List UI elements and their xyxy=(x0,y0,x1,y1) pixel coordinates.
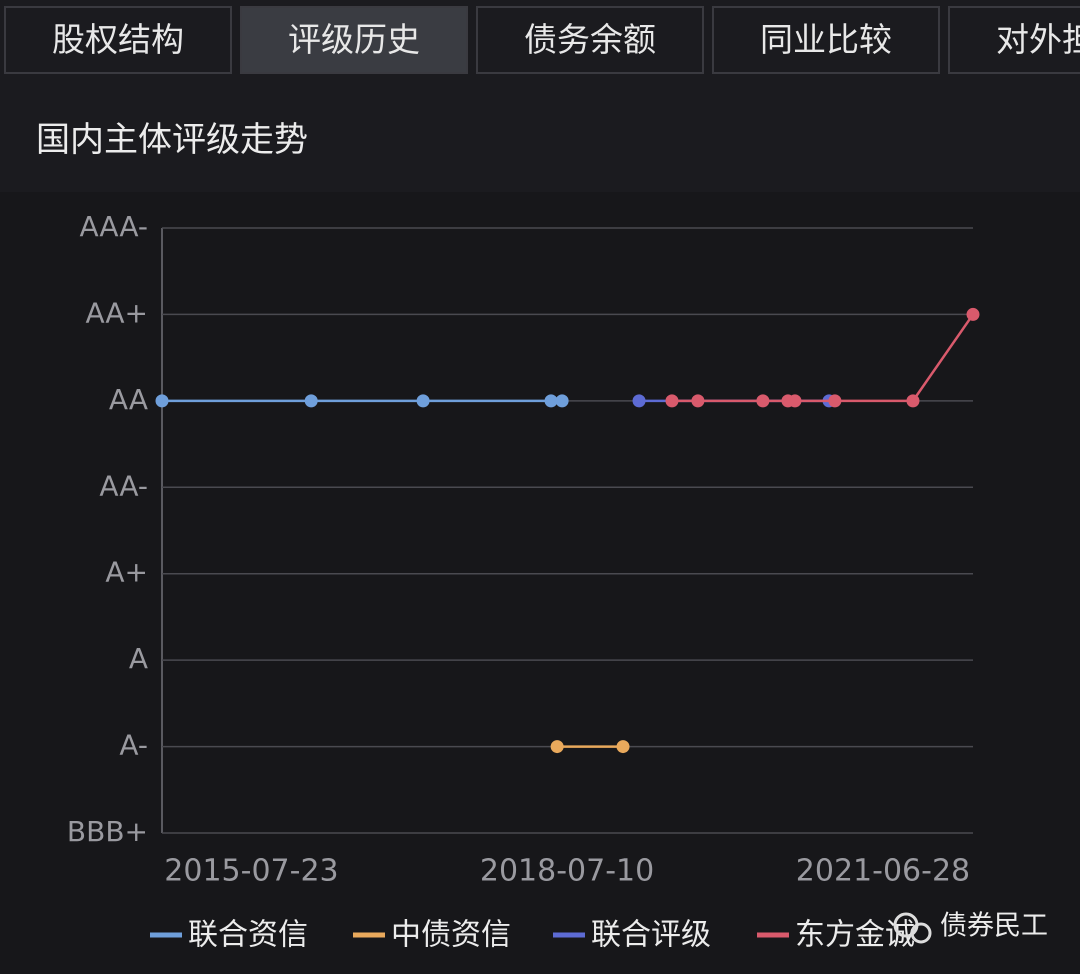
y-tick-label: AA+ xyxy=(85,296,148,329)
y-tick-label: A xyxy=(129,642,148,675)
data-point xyxy=(632,394,646,408)
data-point xyxy=(966,307,980,321)
tab[interactable]: 股权结构 xyxy=(4,6,232,74)
data-point xyxy=(544,394,558,408)
data-point xyxy=(416,394,430,408)
legend-label: 联合资信 xyxy=(188,918,308,953)
legend-item: 联合评级 xyxy=(553,918,711,953)
data-point xyxy=(756,394,770,408)
section-title: 国内主体评级走势 xyxy=(36,120,308,160)
x-tick-label: 2021-06-28 xyxy=(796,854,970,889)
legend-label: 东方金诚 xyxy=(795,918,915,953)
y-tick-label: AAA- xyxy=(79,210,148,243)
tab[interactable]: 对外担保 xyxy=(948,6,1080,74)
data-point xyxy=(906,394,920,408)
chart-background xyxy=(0,192,1080,974)
x-tick-label: 2018-07-10 xyxy=(480,854,654,889)
x-tick-label: 2015-07-23 xyxy=(164,854,338,889)
y-tick-label: BBB+ xyxy=(67,815,148,848)
data-point xyxy=(828,394,842,408)
data-point xyxy=(691,394,705,408)
y-tick-label: AA xyxy=(109,383,148,416)
legend-label: 联合评级 xyxy=(591,918,711,953)
y-tick-label: A- xyxy=(119,729,148,762)
legend-item: 中债资信 xyxy=(353,918,511,953)
data-point xyxy=(155,394,169,408)
watermark-icon xyxy=(910,922,932,944)
tab[interactable]: 同业比较 xyxy=(712,6,940,74)
data-point xyxy=(555,394,569,408)
y-tick-label: A+ xyxy=(105,556,148,589)
watermark: 债券民工 xyxy=(893,911,1048,944)
tab[interactable]: 评级历史 xyxy=(240,6,468,74)
legend-label: 中债资信 xyxy=(391,918,511,953)
data-point xyxy=(616,740,630,754)
data-point xyxy=(304,394,318,408)
tab-bar: 股权结构评级历史债务余额同业比较对外担保 xyxy=(0,6,1080,78)
tab[interactable]: 债务余额 xyxy=(476,6,704,74)
data-point xyxy=(788,394,802,408)
data-point xyxy=(665,394,679,408)
watermark-text: 债券民工 xyxy=(940,911,1048,942)
data-point xyxy=(550,740,564,754)
legend-item: 联合资信 xyxy=(150,918,308,953)
y-tick-label: AA- xyxy=(99,469,148,502)
